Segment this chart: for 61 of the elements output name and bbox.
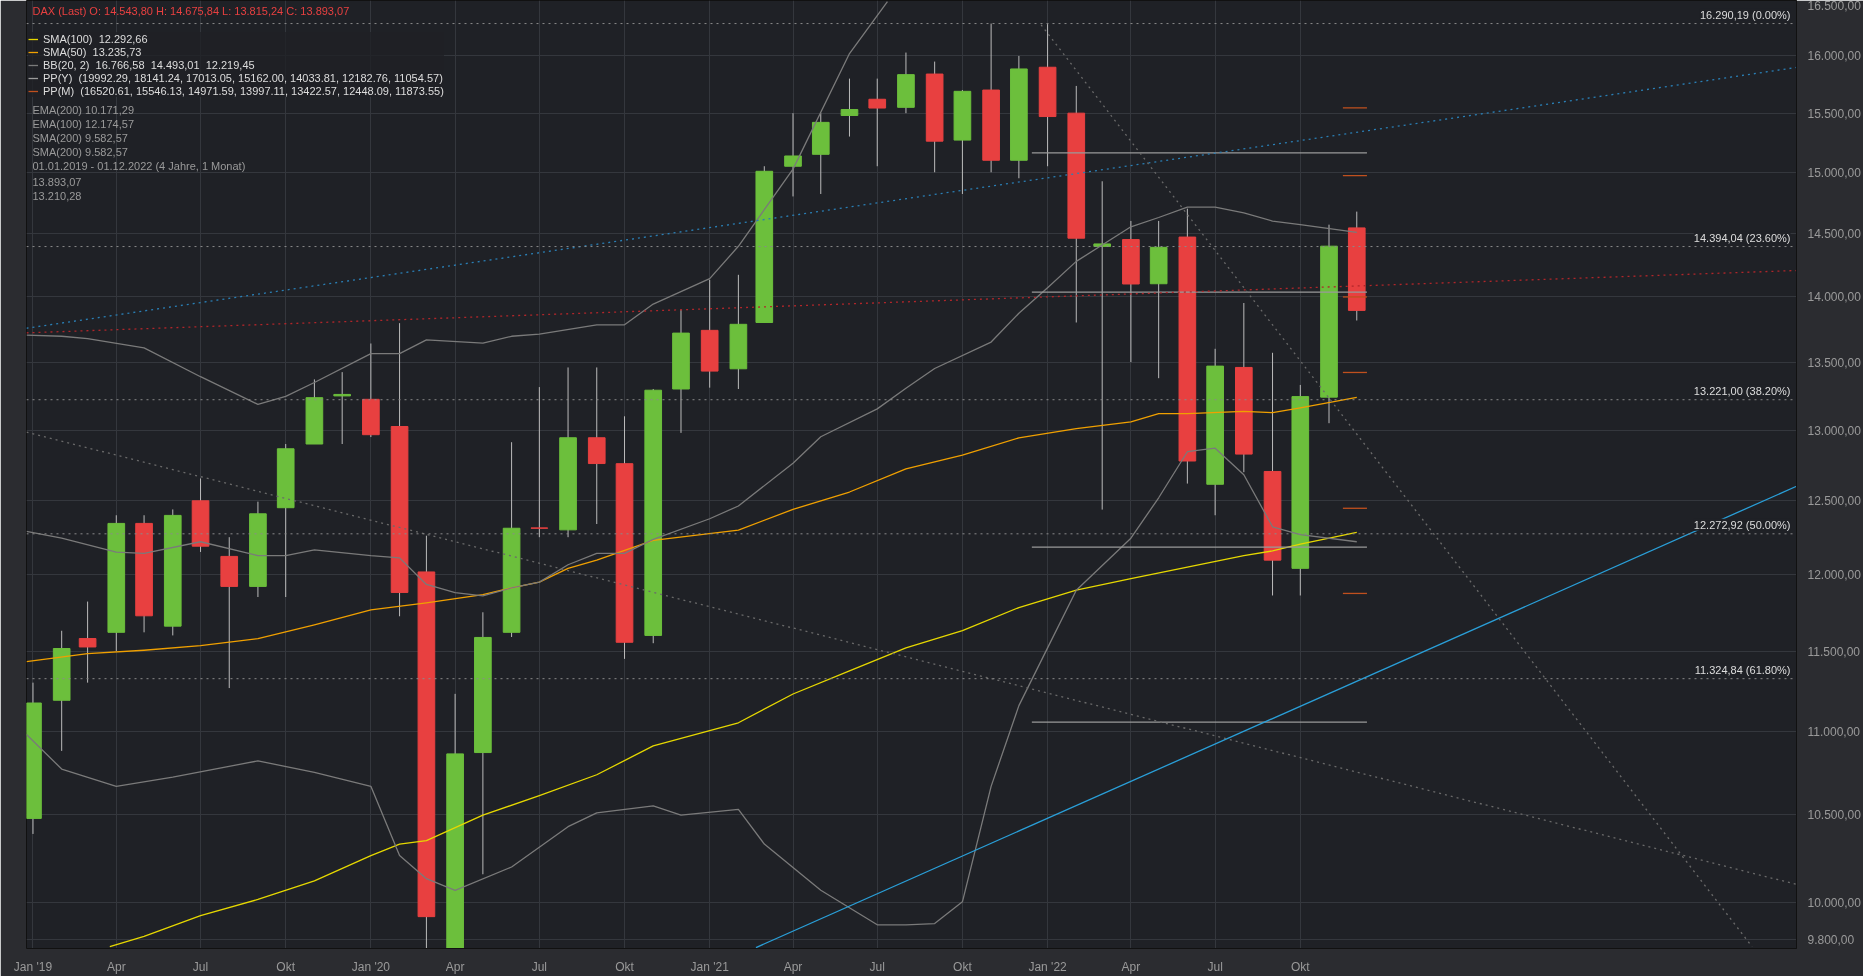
line-series (26, 396, 1358, 663)
annotation: 13.893,07 (32, 175, 82, 188)
annotation: 13.210,28 (32, 189, 82, 202)
legend-label: BB(20, 2) 16.766,58 14.493,01 12.219,45 (43, 58, 255, 71)
ref-line-label: 12.272,92 (50.00%) (1693, 518, 1791, 531)
legend-label: PP(Y) (19992.29, 18141.24, 17013.05, 15162.00, 14033.81, 12182.76, 11054.57) (43, 71, 443, 84)
x-tick-label: Jul (192, 959, 209, 974)
y-tick-label: 13.500,00 (1807, 355, 1862, 370)
y-tick-label: 14.500,00 (1807, 226, 1862, 241)
y-tick-label: 11.500,00 (1807, 644, 1861, 659)
x-tick-label: Apr (783, 959, 803, 974)
y-tick-label: 15.000,00 (1807, 165, 1862, 180)
candlestick (78, 601, 97, 684)
ref-line-label: 14.394,04 (23.60%) (1693, 231, 1791, 244)
y-tick-label: 9.800,00 (1807, 932, 1855, 947)
ref-line-label: 13.221,00 (38.20%) (1693, 384, 1791, 397)
ref-line-label: 11.324,84 (61.80%) (1694, 663, 1791, 676)
chart-title: DAX (Last) O: 14.543,80 H: 14.675,84 L: 13.815,24 C: 13.893,07 (32, 4, 350, 17)
x-tick-label: Jan '20 (351, 959, 391, 974)
x-tick-label: Jan '22 (1028, 959, 1068, 974)
x-tick-label: Jul (1207, 959, 1223, 974)
y-tick-label: 10.000,00 (1807, 896, 1862, 911)
x-tick-label: Jul (531, 959, 548, 974)
x-tick-label: Jan '21 (690, 959, 730, 974)
line-series (26, 206, 1358, 597)
annotation: EMA(200) 10.171,29 (32, 103, 135, 116)
x-tick-label: Apr (1121, 959, 1141, 974)
x-tick-label: Jan '19 (13, 959, 53, 974)
x-tick-label: Okt (615, 959, 635, 974)
x-tick-label: Apr (106, 959, 126, 974)
y-tick-label: 12.000,00 (1807, 567, 1862, 582)
legend-label: PP(M) (16520.61, 15546.13, 14971.59, 13997.11, 13422.57, 12448.09, 11873.55) (43, 84, 444, 97)
y-tick-label: 13.000,00 (1807, 423, 1862, 438)
x-tick-label: Okt (276, 959, 296, 974)
x-tick-label: Apr (445, 959, 465, 974)
y-tick-label: 16.500,00 (1807, 0, 1862, 13)
candlestick (868, 78, 887, 167)
legend-label: SMA(50) 13.235,73 (43, 45, 142, 58)
annotation: SMA(200) 9.582,57 (32, 145, 128, 158)
annotation: EMA(100) 12.174,57 (32, 117, 135, 130)
candlestick (333, 371, 352, 445)
y-tick-label: 15.500,00 (1807, 106, 1862, 121)
y-tick-label: 12.500,00 (1807, 494, 1862, 509)
x-tick-label: Jul (869, 959, 885, 974)
candlestick (530, 386, 549, 538)
ref-line-label: 16.290,19 (0.00%) (1699, 8, 1791, 21)
y-tick-label: 11.000,00 (1807, 724, 1861, 739)
line-series (26, 447, 1358, 926)
line-series (26, 0, 889, 406)
annotation: SMA(200) 9.582,57 (32, 131, 128, 144)
annotation: 01.01.2019 - 01.12.2022 (4 Jahre, 1 Monat) (32, 159, 246, 172)
candlestick (1093, 180, 1112, 511)
y-tick-label: 16.000,00 (1807, 49, 1862, 64)
y-tick-label: 10.500,00 (1807, 808, 1862, 823)
y-tick-label: 14.000,00 (1807, 290, 1862, 305)
line-series (109, 531, 1358, 948)
x-tick-label: Okt (1290, 959, 1311, 974)
candlestick (784, 112, 802, 197)
x-tick-label: Okt (953, 959, 973, 974)
candlestick (840, 78, 859, 138)
legend-label: SMA(100) 12.292,66 (43, 32, 148, 45)
